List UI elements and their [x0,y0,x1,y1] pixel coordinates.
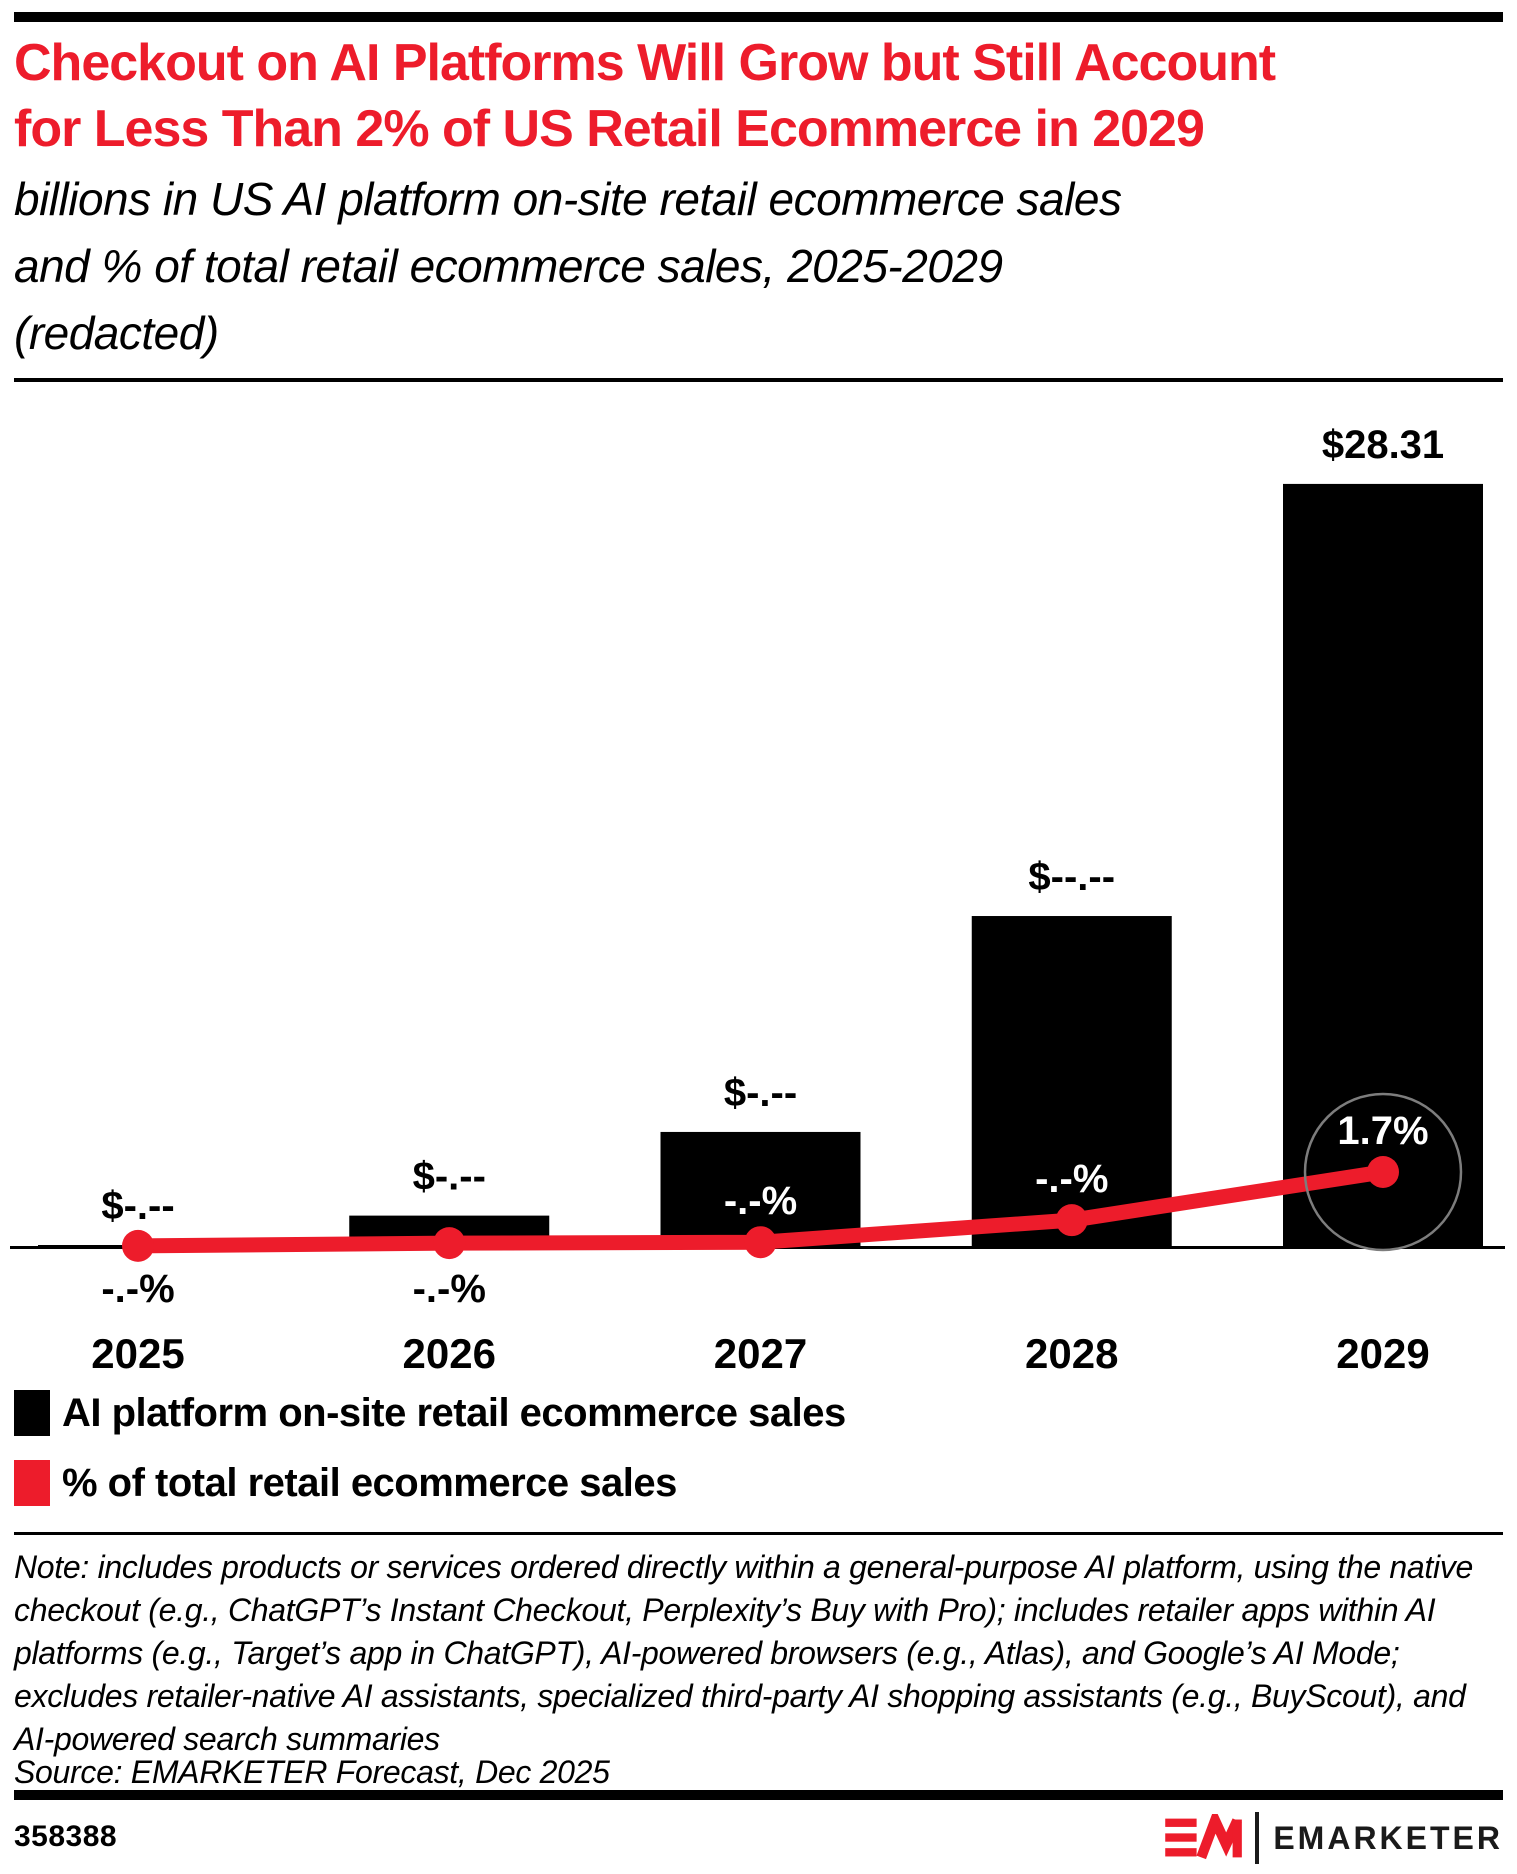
pct-point-2025 [122,1229,154,1262]
page-title: Checkout on AI Platforms Will Grow but S… [14,30,1503,162]
pct-point-2028 [1055,1204,1088,1237]
subtitle-line-2: and % of total retail ecommerce sales, 2… [14,240,1003,292]
footnote-source: Source: EMARKETER Forecast, Dec 2025 [14,1754,610,1790]
bar-2029 [1283,483,1483,1248]
emarketer-logo: EMARKETER [1163,1812,1503,1864]
pct-value-label-2026: -.-% [413,1267,486,1311]
logo-wordmark: EMARKETER [1273,1819,1503,1856]
legend-item-line: % of total retail ecommerce sales [14,1460,677,1506]
legend-swatch-red [14,1460,50,1506]
pct-value-label-2027: -.-% [724,1179,797,1223]
top-black-bar [14,12,1503,22]
bar-value-label-2029: $28.31 [1322,423,1444,467]
pct-value-label-2029: 1.7% [1337,1109,1428,1153]
bar-value-label-2025: $-.-- [101,1184,174,1228]
bar-value-label-2028: $--.-- [1028,855,1115,899]
footer-divider [14,1790,1503,1800]
highlight-circle-2029 [1303,1092,1463,1252]
pct-point-2027 [744,1226,777,1259]
title-line-2: for Less Than 2% of US Retail Ecommerce … [14,100,1205,158]
footnote-note: Note: includes products or services orde… [14,1549,1474,1757]
combo-chart: $-.--$-.--$-.--$--.--$28.31 -.-% -.-%-.-%… [10,423,1505,1377]
bar-labels-group: $-.-- $-.-- $-.-- $--.-- $28.31 [101,423,1444,1228]
bars-group [38,483,1483,1248]
logo-separator [1255,1812,1260,1864]
x-tick-label-2025: 2025 [91,1330,184,1377]
legend-swatch-black [14,1390,50,1436]
legend-item-bars: AI platform on-site retail ecommerce sal… [14,1390,846,1436]
x-tick-label-2028: 2028 [1025,1330,1118,1377]
emarketer-em-icon [1165,1814,1243,1860]
title-line-1: Checkout on AI Platforms Will Grow but S… [14,34,1276,92]
subtitle-line-1: billions in US AI platform on-site retai… [14,173,1122,225]
bar-2028 [971,916,1172,1248]
footnote-divider [14,1532,1503,1535]
legend-label-line: % of total retail ecommerce sales [62,1460,677,1505]
x-tick-label-2027: 2027 [714,1330,807,1377]
pct-labels-group: -.-% -.-% -.-% -.-% 1.7% [101,1109,1428,1311]
bar-value-label-2027: $-.-- [724,1071,797,1115]
line-group [122,1092,1463,1262]
x-tick-label-2029: 2029 [1336,1330,1429,1377]
chart-subtitle: billions in US AI platform on-site retai… [14,166,1503,367]
chart-id: 358388 [14,1820,118,1853]
bar-value-label-2026: $-.-- [413,1155,486,1199]
x-tick-label-2026: 2026 [403,1330,496,1377]
pct-value-label-2025: -.-% [101,1267,174,1311]
subtitle-line-3: (redacted) [14,307,219,359]
year-labels-group: 2025 2026 2027 2028 2029 [91,1330,1429,1377]
pct-value-label-2028: -.-% [1035,1157,1108,1201]
pct-point-2029 [1367,1155,1399,1188]
legend-label-bars: AI platform on-site retail ecommerce sal… [62,1390,846,1435]
pct-point-2026 [433,1227,466,1260]
header-divider [14,378,1503,382]
